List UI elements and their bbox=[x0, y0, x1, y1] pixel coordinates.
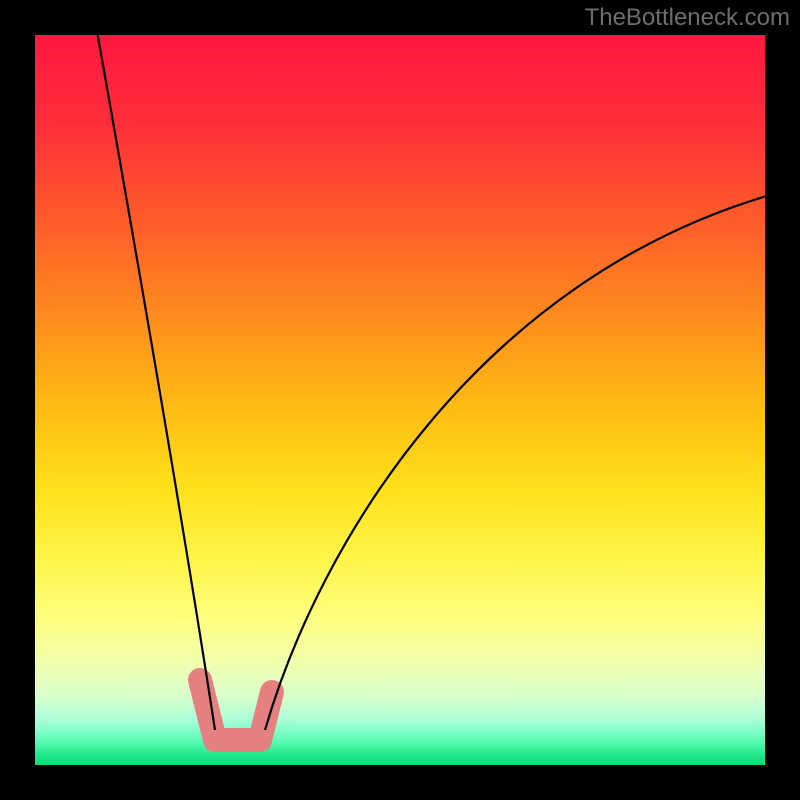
plot-area-background bbox=[35, 35, 765, 765]
bottleneck-chart: TheBottleneck.com bbox=[0, 0, 800, 800]
watermark-text: TheBottleneck.com bbox=[585, 4, 790, 32]
chart-svg bbox=[0, 0, 800, 800]
